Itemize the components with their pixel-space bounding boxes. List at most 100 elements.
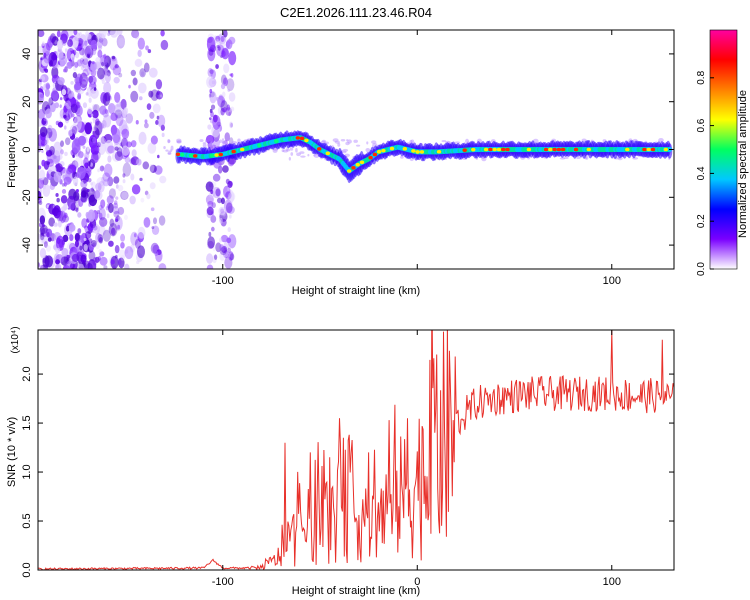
- spectrogram-noise-blob: [39, 226, 46, 236]
- spectrogram-noise-blob: [61, 182, 65, 187]
- spectrogram-noise-blob: [79, 47, 86, 56]
- spectrogram-noise-blob: [121, 191, 128, 200]
- spectrogram-noise-blob: [211, 202, 216, 209]
- spectrogram-noise-blob: [116, 34, 125, 49]
- spectrogram-noise-blob: [102, 108, 109, 118]
- spectrogram-noise-blob: [159, 175, 167, 184]
- spectrogram-noise-blob: [94, 120, 103, 136]
- spectrogram-noise-blob: [150, 89, 159, 101]
- spectrogram-noise-blob: [216, 44, 225, 57]
- spectrogram-noise-blob: [69, 234, 74, 242]
- spectrogram-noise-blob: [60, 140, 64, 147]
- spectrogram-noise-blob: [208, 117, 212, 120]
- spectrogram-ridge-peak: [402, 147, 408, 151]
- spectrogram-ridge-peak: [376, 149, 382, 154]
- spectrogram-noise-blob: [53, 59, 58, 69]
- spectrogram-noise-blob: [299, 151, 305, 154]
- spectrogram-noise-blob: [219, 237, 223, 243]
- spectrogram-noise-blob: [77, 212, 82, 218]
- colorbar-tick-label: 0.0: [696, 262, 707, 276]
- spectrogram-noise-blob: [113, 188, 116, 193]
- spectrogram-noise-blob: [131, 149, 137, 158]
- spectrogram-noise-blob: [237, 138, 241, 143]
- snr-y-tick-label: 1.0: [21, 464, 33, 479]
- spectrogram-noise-blob: [212, 255, 217, 264]
- spectrogram-noise-blob: [221, 99, 224, 104]
- spectrogram-noise-blob: [220, 234, 229, 243]
- spectrogram-noise-blob: [95, 242, 100, 250]
- spectrogram-noise-blob: [76, 59, 83, 67]
- spectrogram-noise-blob: [366, 141, 369, 145]
- spectrogram-noise-blob: [220, 74, 227, 86]
- spectrogram-noise-blob: [72, 71, 78, 79]
- spectrogram-noise-blob: [155, 91, 164, 100]
- spectrogram-noise-blob: [65, 168, 74, 183]
- spectrogram-noise-blob: [151, 226, 155, 230]
- spectrogram-noise-blob: [67, 39, 74, 48]
- spectrogram-noise-blob: [103, 179, 110, 187]
- spectrogram-noise-blob: [115, 184, 119, 189]
- spectrogram-ridge-peak: [556, 147, 562, 152]
- spectrogram-ridge-peak: [483, 147, 489, 152]
- colorbar-tick-label: 0.2: [696, 214, 707, 228]
- spectrogram-noise-blob: [216, 38, 219, 43]
- spectrogram-noise-blob: [223, 185, 231, 198]
- spectrogram-noise-blob: [228, 111, 231, 117]
- spectrogram-noise-blob: [229, 214, 232, 219]
- spectrogram-noise-blob: [117, 30, 123, 36]
- spectrogram-noise-blob: [38, 177, 44, 189]
- spectrogram-noise-blob: [63, 68, 67, 73]
- spectrogram-noise-blob: [59, 97, 63, 101]
- spectrogram-x-tick-label: -100: [212, 275, 234, 287]
- spectrogram-ridge-peak: [192, 154, 198, 158]
- spectrogram-noise-blob: [155, 250, 163, 263]
- spectrogram-noise-blob: [332, 138, 339, 143]
- spectrogram-noise-blob: [108, 188, 116, 199]
- spectrogram-noise-blob: [39, 169, 46, 181]
- spectrogram-noise-blob: [124, 249, 129, 254]
- spectrogram-noise-blob: [228, 191, 236, 202]
- spectrogram-noise-blob: [136, 245, 145, 259]
- spectrogram-noise-blob: [75, 207, 79, 213]
- spectrogram-noise-blob: [208, 93, 212, 98]
- spectrogram-noise-blob: [118, 37, 125, 47]
- spectrogram-noise-blob: [229, 121, 234, 129]
- spectrogram-noise-blob: [124, 263, 130, 269]
- colorbar: 0.0 0.2 0.4 0.6 0.8 Normalized spectral ampl…: [696, 29, 749, 276]
- spectrogram-noise-blob: [98, 30, 107, 39]
- spectrogram-noise-blob: [152, 103, 161, 114]
- spectrogram-noise-blob: [50, 90, 59, 102]
- spectrogram-noise-blob: [210, 141, 213, 146]
- spectrogram-noise-blob: [92, 150, 101, 161]
- spectrogram-noise-blob: [157, 114, 166, 128]
- spectrogram-noise-blob: [102, 114, 112, 128]
- spectrogram-noise-blob: [108, 102, 116, 114]
- spectrogram-noise-blob: [83, 157, 89, 168]
- spectrogram-noise-blob: [151, 225, 160, 236]
- spectrogram-noise-blob: [125, 113, 134, 124]
- spectrogram-noise-blob: [109, 30, 119, 38]
- spectrogram-noise-blob: [71, 113, 75, 118]
- spectrogram-noise-blob: [70, 103, 78, 114]
- spectrogram-ridge-peak: [346, 169, 352, 173]
- spectrogram-noise-blob: [42, 177, 49, 186]
- spectrogram-ridge-peak: [175, 152, 181, 157]
- spectrogram-noise-blob: [118, 119, 128, 135]
- spectrogram-noise-blob: [66, 254, 71, 259]
- spectrogram-noise-blob: [121, 128, 130, 139]
- spectrogram-noise-blob: [101, 165, 105, 170]
- spectrogram-noise-blob: [228, 251, 234, 261]
- spectrogram-noise-blob: [39, 215, 46, 225]
- spectrogram-noise-blob: [210, 104, 216, 110]
- spectrogram-noise-blob: [227, 227, 231, 233]
- spectrogram-noise-blob: [90, 113, 94, 117]
- spectrogram-noise-blob: [222, 107, 227, 113]
- spectrogram-ridge-peak: [325, 151, 330, 156]
- spectrogram-noise-blob: [97, 67, 105, 80]
- spectrogram-noise-blob: [48, 36, 52, 42]
- spectrogram-noise-blob: [95, 182, 102, 192]
- spectrogram-noise-blob: [230, 106, 235, 112]
- spectrogram-noise-blob: [342, 148, 349, 152]
- spectrogram-ridge-peak: [526, 147, 532, 152]
- spectrogram-noise-blob: [64, 49, 71, 61]
